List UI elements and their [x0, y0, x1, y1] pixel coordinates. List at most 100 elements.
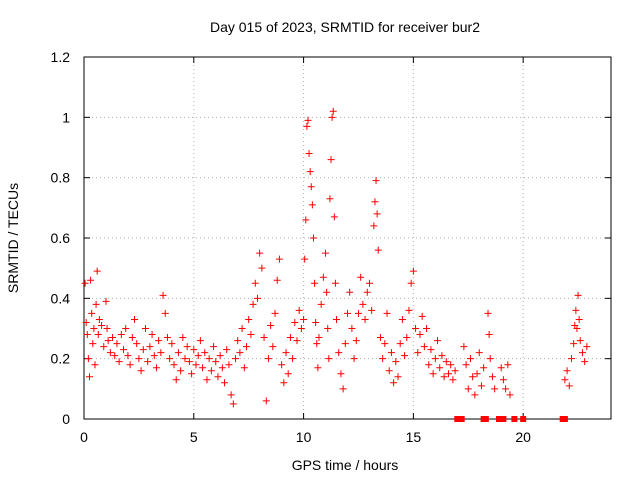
data-point: [447, 361, 455, 369]
zero-point: [482, 416, 489, 422]
y-tick-label: 0.4: [51, 290, 71, 306]
y-tick-label: 0.2: [51, 351, 71, 367]
x-axis-title: GPS time / hours: [292, 457, 399, 473]
data-point: [251, 279, 259, 287]
data-point: [427, 346, 435, 354]
data-point: [330, 213, 338, 221]
data-point: [196, 337, 204, 345]
data-point: [331, 279, 339, 287]
data-point: [141, 325, 149, 332]
data-point: [183, 343, 191, 351]
data-point: [84, 355, 92, 363]
data-point: [323, 288, 331, 296]
data-point: [242, 343, 250, 351]
data-point: [420, 343, 428, 351]
data-point: [269, 343, 277, 351]
data-point: [344, 309, 351, 317]
zero-point: [500, 416, 507, 422]
data-point: [352, 337, 360, 345]
data-point: [576, 337, 584, 345]
data-point: [429, 370, 437, 378]
data-point: [376, 334, 384, 342]
data-point: [95, 315, 103, 323]
data-point: [245, 315, 253, 323]
data-point: [234, 337, 242, 345]
data-point: [412, 325, 420, 332]
data-point: [440, 373, 448, 381]
data-point: [109, 334, 117, 342]
data-point: [354, 309, 362, 317]
data-point: [312, 318, 320, 326]
data-point: [267, 321, 275, 329]
data-point: [216, 352, 224, 360]
data-point: [92, 300, 100, 308]
data-point: [359, 300, 367, 308]
data-point: [291, 318, 299, 326]
data-point: [179, 334, 187, 342]
data-point: [486, 355, 494, 363]
x-tick-label: 0: [80, 429, 88, 445]
data-point: [249, 300, 257, 308]
data-point: [302, 216, 310, 224]
data-point: [115, 358, 123, 366]
data-point: [469, 373, 477, 381]
zero-point: [561, 416, 568, 422]
data-point: [205, 355, 213, 363]
data-point: [192, 361, 200, 369]
data-point: [81, 279, 89, 287]
data-point: [365, 279, 373, 287]
data-point: [333, 315, 341, 323]
data-point: [383, 309, 391, 317]
data-point: [227, 391, 235, 399]
data-point: [370, 222, 378, 230]
data-point: [466, 355, 474, 363]
data-point: [506, 391, 514, 399]
data-point: [161, 309, 169, 317]
data-point: [341, 340, 349, 348]
data-point: [305, 150, 313, 158]
data-point: [325, 355, 333, 363]
data-point: [484, 309, 492, 317]
data-point: [436, 364, 444, 372]
data-point: [363, 288, 371, 296]
data-point: [106, 349, 114, 357]
chart-title: Day 015 of 2023, SRMTID for receiver bur…: [210, 19, 480, 35]
data-point: [431, 355, 439, 363]
data-point: [311, 279, 319, 287]
data-point: [477, 382, 485, 390]
data-point: [85, 373, 93, 381]
data-point: [499, 376, 507, 384]
data-point: [126, 361, 134, 369]
data-point: [385, 367, 393, 375]
data-point: [240, 364, 248, 372]
data-point: [374, 246, 382, 254]
data-point: [82, 318, 90, 326]
data-point: [203, 376, 211, 384]
data-point: [185, 358, 193, 366]
data-point: [247, 331, 255, 339]
data-point: [256, 249, 264, 257]
data-point: [280, 379, 288, 387]
data-point: [346, 288, 354, 296]
data-point: [460, 343, 468, 351]
data-point: [497, 364, 505, 372]
data-point: [214, 373, 222, 381]
data-point: [329, 107, 337, 115]
data-point: [583, 343, 591, 351]
data-point: [449, 376, 457, 384]
data-point: [425, 361, 433, 369]
data-point: [207, 367, 215, 375]
y-tick-label: 0.8: [51, 170, 71, 186]
data-point: [434, 337, 442, 345]
data-point: [572, 306, 580, 314]
y-axis-title: SRMTID / TECUs: [5, 183, 21, 293]
data-point: [313, 340, 321, 348]
data-point: [264, 355, 272, 363]
data-point: [578, 349, 586, 357]
data-point: [166, 355, 174, 363]
data-point: [301, 255, 309, 263]
data-point: [223, 346, 231, 354]
data-point: [93, 267, 101, 275]
data-point: [368, 306, 376, 314]
